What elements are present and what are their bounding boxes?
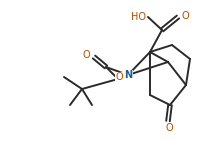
Text: HO: HO [131,12,146,22]
Text: O: O [181,11,189,21]
Text: O: O [165,123,173,133]
Text: N: N [124,70,132,80]
Text: O: O [82,50,90,60]
Text: O: O [115,72,123,82]
